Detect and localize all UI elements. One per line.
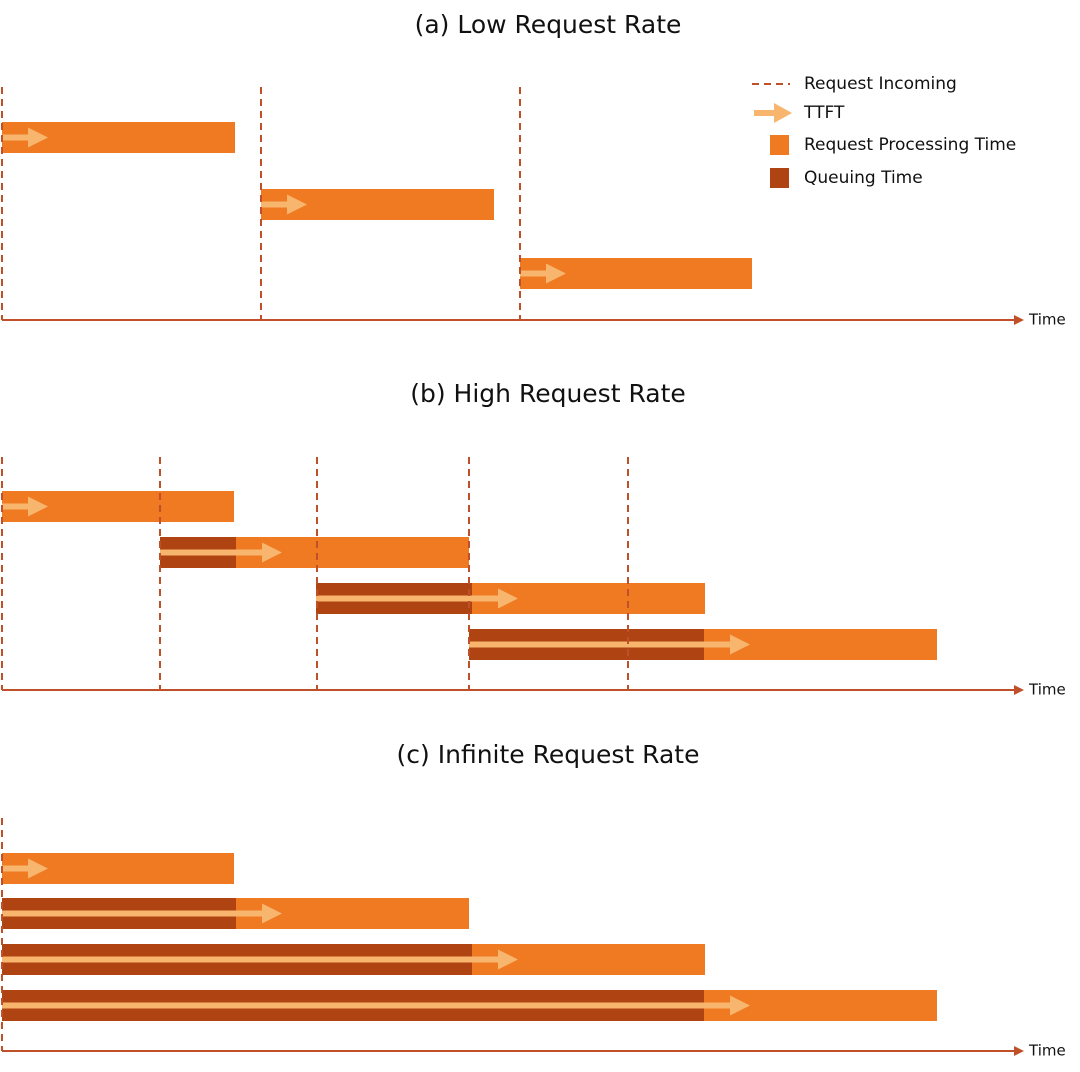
ttft-arrow-head [262, 542, 282, 563]
time-axis-head [1014, 1046, 1024, 1056]
ttft-arrow-head [730, 634, 750, 655]
ttft-arrow-head [546, 263, 566, 284]
panel-title: (b) High Request Rate [410, 379, 686, 408]
legend: Request Incoming TTFT Request Processing… [752, 74, 1016, 188]
ttft-arrow [2, 910, 264, 917]
panel-title: (a) Low Request Rate [415, 10, 682, 39]
ttft-arrow-head [28, 496, 48, 517]
legend-swatch [770, 168, 789, 188]
ttft-arrow [520, 270, 548, 277]
ttft-arrow-head [28, 858, 48, 879]
legend-arrow-head [774, 103, 792, 123]
ttft-arrow [2, 1002, 732, 1009]
ttft-arrow-head [498, 588, 518, 609]
ttft-arrow [261, 201, 289, 208]
ttft-arrow [469, 641, 732, 648]
ttft-arrow [2, 865, 30, 872]
legend-label: Request Incoming [804, 74, 957, 94]
ttft-arrow-head [498, 949, 518, 970]
ttft-arrow-head [28, 127, 48, 148]
ttft-arrow [2, 503, 30, 510]
time-axis-head [1014, 315, 1024, 325]
time-axis-head [1014, 685, 1024, 695]
ttft-arrow-head [262, 903, 282, 924]
axis-label: Time [1028, 681, 1066, 699]
ttft-arrow-head [730, 995, 750, 1016]
ttft-arrow [316, 595, 500, 602]
axis-label: Time [1028, 311, 1066, 329]
ttft-arrow [2, 956, 500, 963]
ttft-arrow [2, 134, 30, 141]
panel-title: (c) Infinite Request Rate [397, 740, 700, 769]
ttft-arrow-head [287, 194, 307, 215]
legend-swatch [770, 135, 789, 155]
legend-label: Queuing Time [804, 168, 923, 188]
legend-label: Request Processing Time [804, 135, 1016, 155]
legend-arrow [754, 110, 776, 116]
legend-label: TTFT [803, 103, 845, 123]
ttft-arrow [160, 549, 264, 556]
axis-label: Time [1028, 1042, 1066, 1060]
